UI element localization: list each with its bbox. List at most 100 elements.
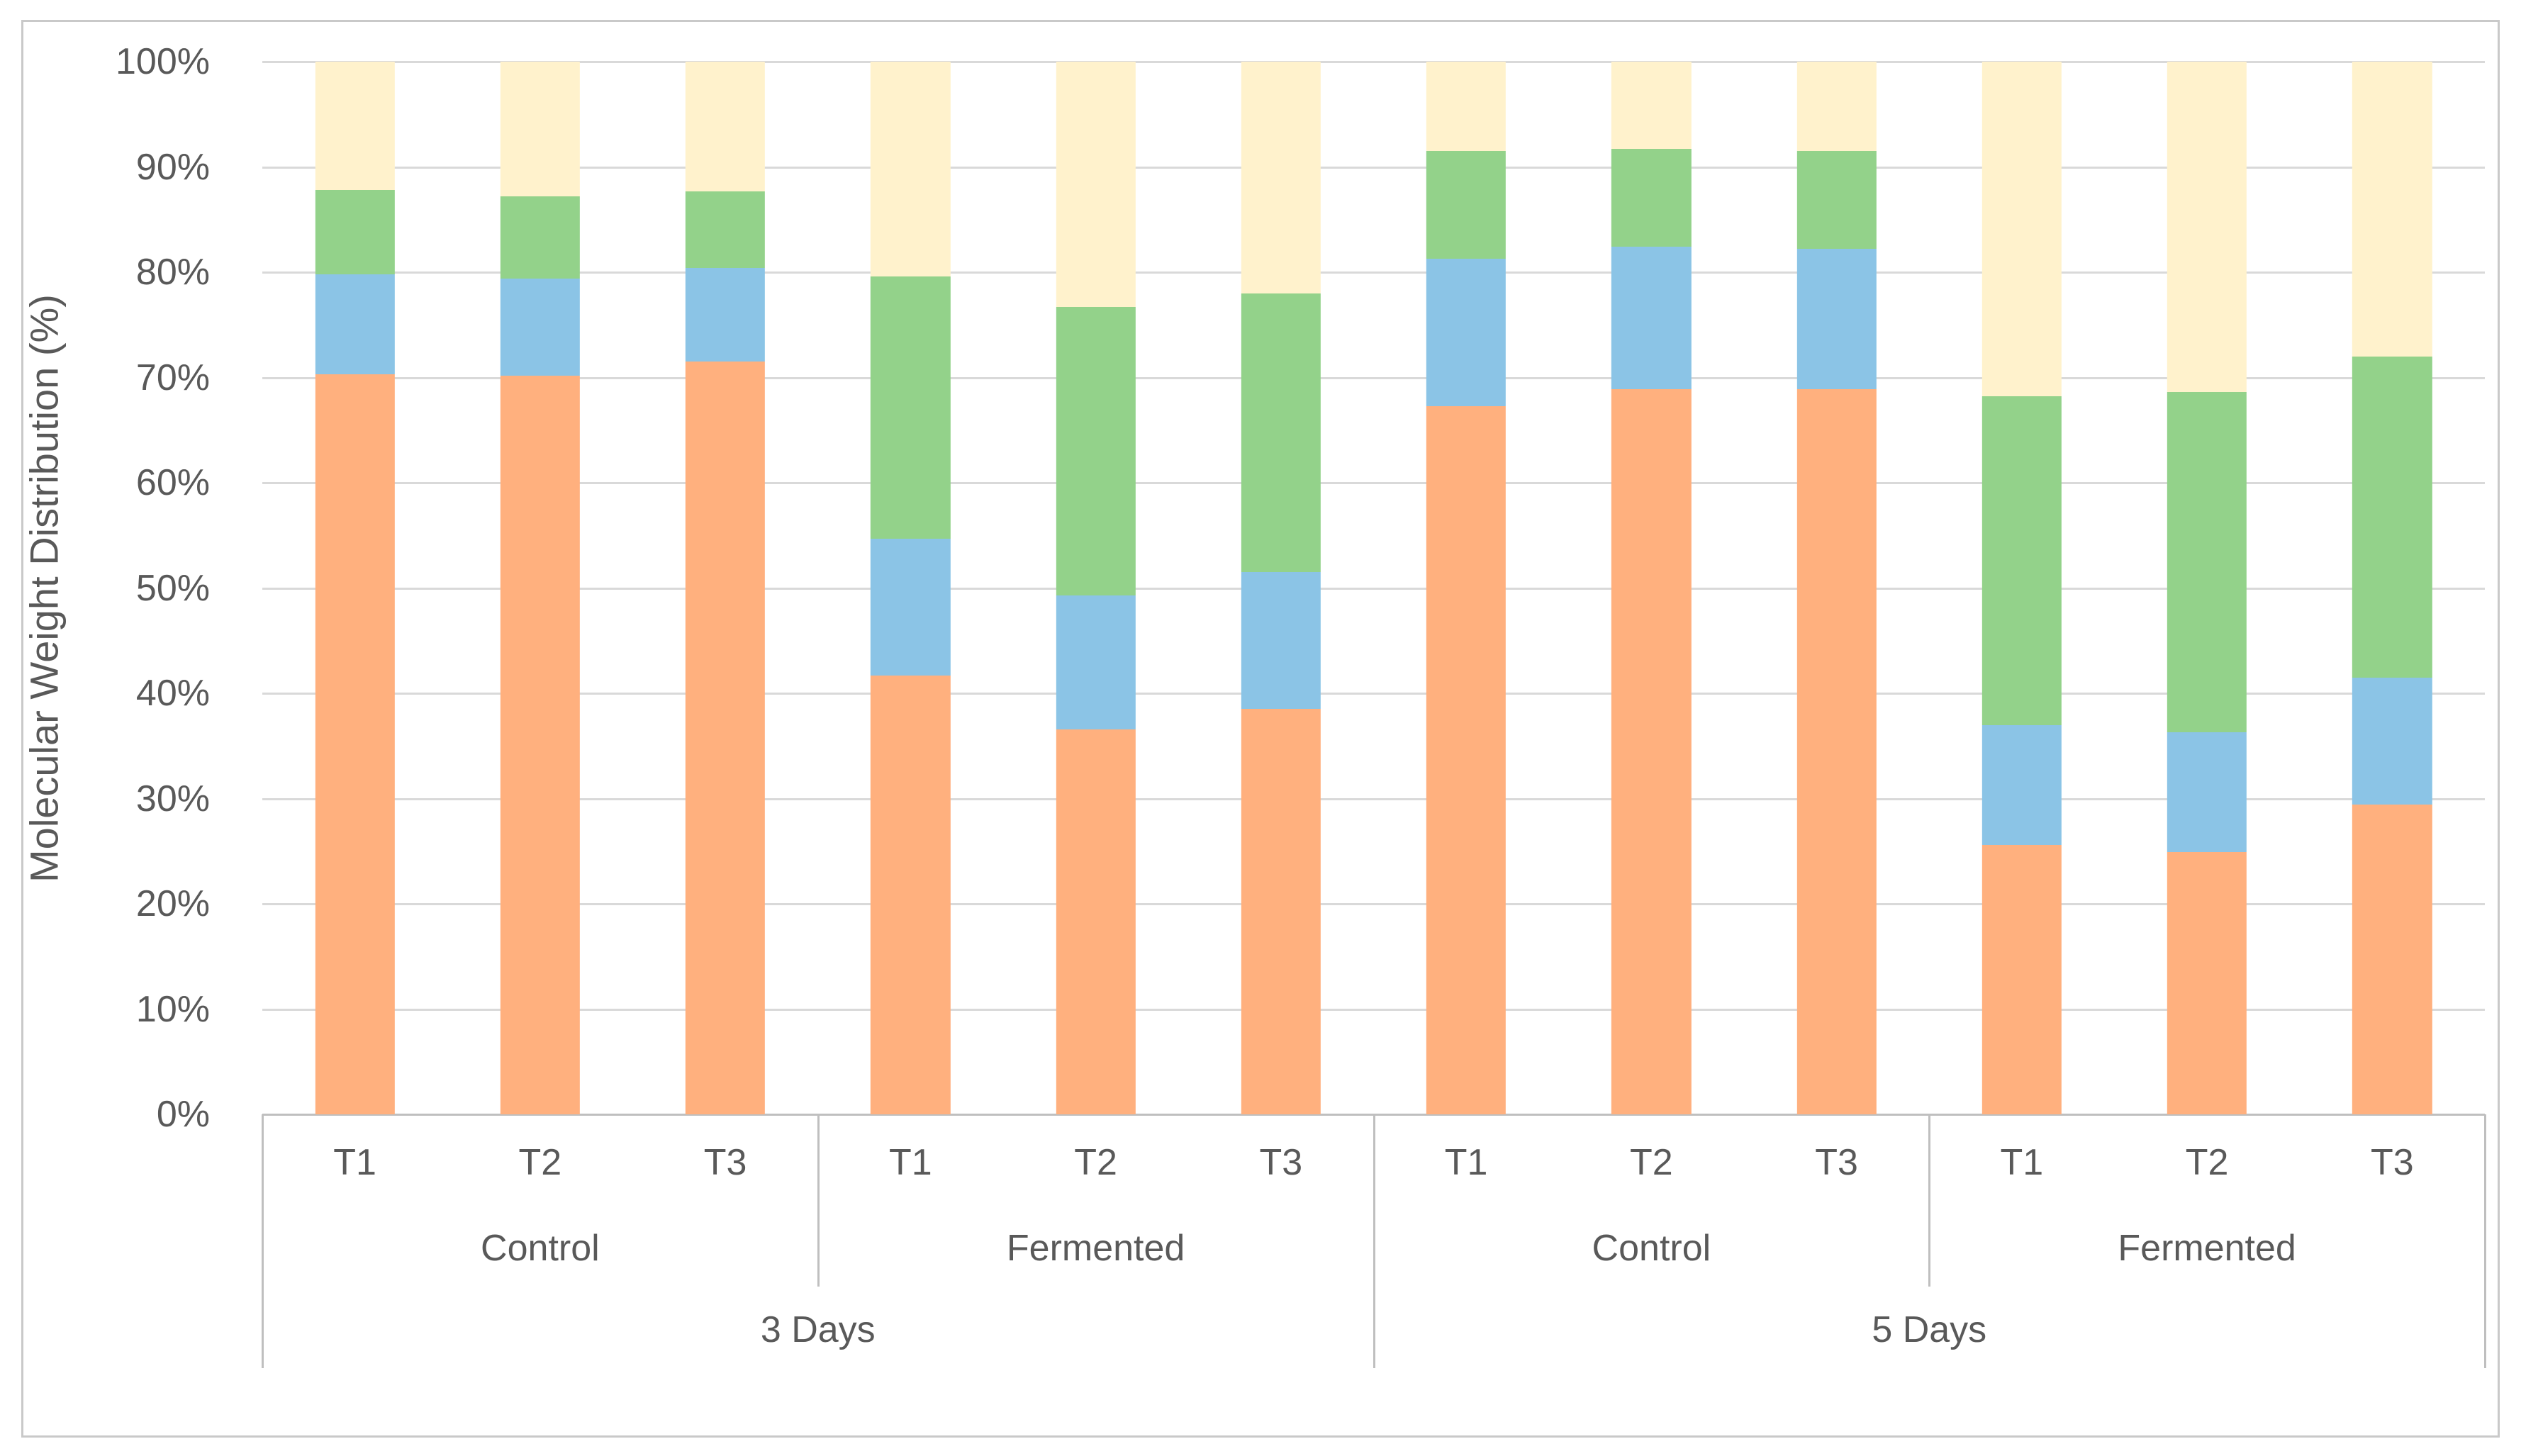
cream-top-segment (2167, 62, 2247, 393)
blue-segment (1611, 247, 1692, 389)
axis-separator-3days-control-fermented (817, 1114, 820, 1287)
blue-segment (685, 268, 766, 362)
stacked-bar-1 (315, 62, 395, 1114)
replicate-label-7: T1 (1444, 1142, 1488, 1183)
green-segment (1611, 149, 1692, 247)
orange-bottom-segment (685, 362, 766, 1114)
bar-slot-5 (1003, 62, 1188, 1114)
replicate-label-6: T3 (1259, 1142, 1303, 1183)
bar-slot-7 (1374, 62, 1559, 1114)
gridline-70 (262, 376, 2485, 379)
axis-separator-right-edge (2484, 1114, 2486, 1368)
orange-bottom-segment (1056, 729, 1136, 1114)
blue-segment (1796, 249, 1877, 389)
cream-top-segment (871, 62, 951, 276)
bar-slot-10 (1929, 62, 2114, 1114)
day-group-label-2: 5 Days (1872, 1309, 1987, 1350)
cream-top-segment (685, 62, 766, 191)
y-tick-label-100: 100% (116, 41, 210, 82)
stacked-bar-5 (1056, 62, 1136, 1114)
blue-segment (871, 538, 951, 676)
cream-top-segment (1796, 62, 1877, 152)
y-tick-label-20: 20% (135, 883, 210, 924)
blue-segment (315, 274, 395, 375)
replicate-label-12: T3 (2371, 1142, 2414, 1183)
stacked-bar-7 (1426, 62, 1507, 1114)
bar-slot-11 (2115, 62, 2300, 1114)
y-tick-label-30: 30% (135, 778, 210, 819)
replicate-label-1: T1 (333, 1142, 376, 1183)
green-segment (315, 190, 395, 274)
blue-segment (2352, 677, 2432, 805)
treatment-group-label-2: Fermented (1006, 1228, 1185, 1269)
y-tick-label-60: 60% (135, 462, 210, 503)
blue-segment (2167, 732, 2247, 853)
gridline-90 (262, 166, 2485, 169)
stacked-bar-3 (685, 62, 766, 1114)
cream-top-segment (1241, 62, 1321, 293)
bar-slot-8 (1559, 62, 1744, 1114)
gridline-80 (262, 271, 2485, 274)
y-tick-label-40: 40% (135, 673, 210, 714)
orange-bottom-segment (1426, 405, 1507, 1114)
cream-top-segment (1611, 62, 1692, 150)
green-segment (1241, 293, 1321, 573)
day-group-label-1: 3 Days (760, 1309, 876, 1350)
y-tick-label-90: 90% (135, 146, 210, 188)
blue-segment (500, 278, 581, 376)
replicate-label-2: T2 (518, 1142, 562, 1183)
cream-top-segment (1426, 62, 1507, 152)
y-tick-label-0: 0% (156, 1094, 210, 1135)
orange-bottom-segment (315, 374, 395, 1114)
cream-top-segment (2352, 62, 2432, 357)
axis-separator-5days-control-fermented (1928, 1114, 1931, 1287)
cream-top-segment (500, 62, 581, 197)
green-segment (1981, 396, 2062, 725)
treatment-group-label-1: Control (481, 1228, 600, 1269)
bar-slot-3 (633, 62, 818, 1114)
stacked-bar-2 (500, 62, 581, 1114)
plot-area (262, 61, 2485, 1116)
bar-slot-9 (1744, 62, 1929, 1114)
stacked-bar-10 (1981, 62, 2062, 1114)
blue-segment (1981, 724, 2062, 845)
cream-top-segment (1056, 62, 1136, 308)
orange-bottom-segment (1611, 388, 1692, 1114)
green-segment (2167, 392, 2247, 732)
stacked-bar-11 (2167, 62, 2247, 1114)
bar-slot-12 (2300, 62, 2485, 1114)
stacked-bar-6 (1241, 62, 1321, 1114)
replicate-label-8: T2 (1630, 1142, 1673, 1183)
gridline-20 (262, 903, 2485, 905)
blue-segment (1426, 258, 1507, 406)
replicate-label-11: T2 (2185, 1142, 2229, 1183)
green-segment (871, 276, 951, 539)
orange-bottom-segment (2167, 852, 2247, 1114)
stacked-bar-12 (2352, 62, 2432, 1114)
y-tick-label-10: 10% (135, 988, 210, 1030)
treatment-group-label-3: Control (1592, 1228, 1711, 1269)
treatment-group-label-4: Fermented (2118, 1228, 2296, 1269)
blue-segment (1056, 595, 1136, 729)
bar-slot-1 (262, 62, 447, 1114)
y-tick-label-80: 80% (135, 252, 210, 293)
bar-slot-6 (1188, 62, 1373, 1114)
replicate-label-9: T3 (1815, 1142, 1858, 1183)
green-segment (500, 196, 581, 279)
replicate-label-4: T1 (889, 1142, 932, 1183)
gridline-100 (262, 61, 2485, 63)
replicate-label-10: T1 (2000, 1142, 2044, 1183)
orange-bottom-segment (1981, 844, 2062, 1114)
gridline-50 (262, 587, 2485, 590)
orange-bottom-segment (871, 675, 951, 1114)
green-segment (1056, 307, 1136, 595)
cream-top-segment (315, 62, 395, 191)
orange-bottom-segment (500, 375, 581, 1114)
replicate-label-5: T2 (1074, 1142, 1117, 1183)
green-segment (685, 191, 766, 269)
bar-slot-4 (818, 62, 1003, 1114)
orange-bottom-segment (2352, 805, 2432, 1114)
axis-separator-left-edge (262, 1114, 264, 1368)
y-tick-label-70: 70% (135, 357, 210, 398)
